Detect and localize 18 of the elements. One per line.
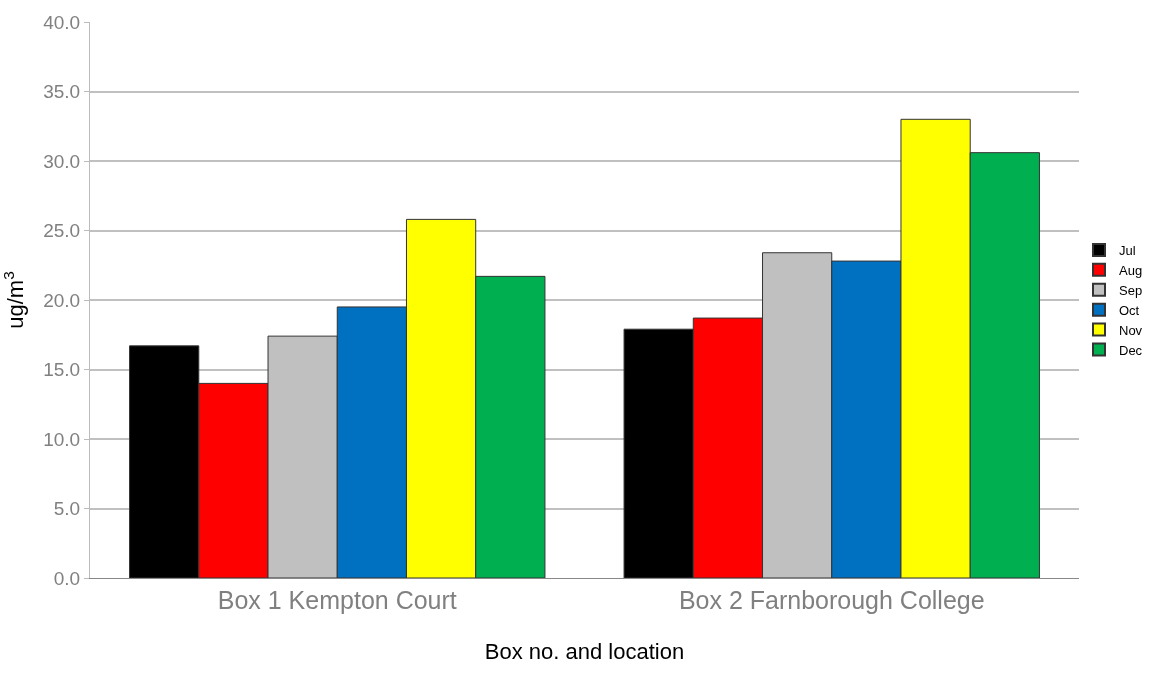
- y-tick-label: 30.0: [43, 150, 81, 172]
- legend-label: Sep: [1119, 282, 1143, 298]
- legend-label: Nov: [1119, 322, 1143, 338]
- y-tick-label: 25.0: [43, 220, 81, 242]
- x-tick-label: Box 1 Kempton Court: [217, 586, 457, 614]
- legend-label: Oct: [1119, 302, 1140, 318]
- y-tick-label: 15.0: [43, 359, 81, 381]
- legend-label: Jul: [1119, 243, 1136, 259]
- x-axis-title: Box no. and location: [484, 638, 685, 664]
- y-tick-label: 0.0: [53, 567, 81, 589]
- x-tick-label: Box 2 Farnborough College: [678, 586, 985, 614]
- y-tick-label: 5.0: [53, 498, 81, 520]
- y-tick-label: 35.0: [43, 81, 81, 103]
- legend-label: Aug: [1119, 262, 1143, 278]
- legend-label: Dec: [1119, 342, 1143, 358]
- y-tick-label: 40.0: [43, 11, 81, 33]
- y-tick-label: 10.0: [43, 428, 81, 450]
- y-tick-label: 20.0: [43, 289, 81, 311]
